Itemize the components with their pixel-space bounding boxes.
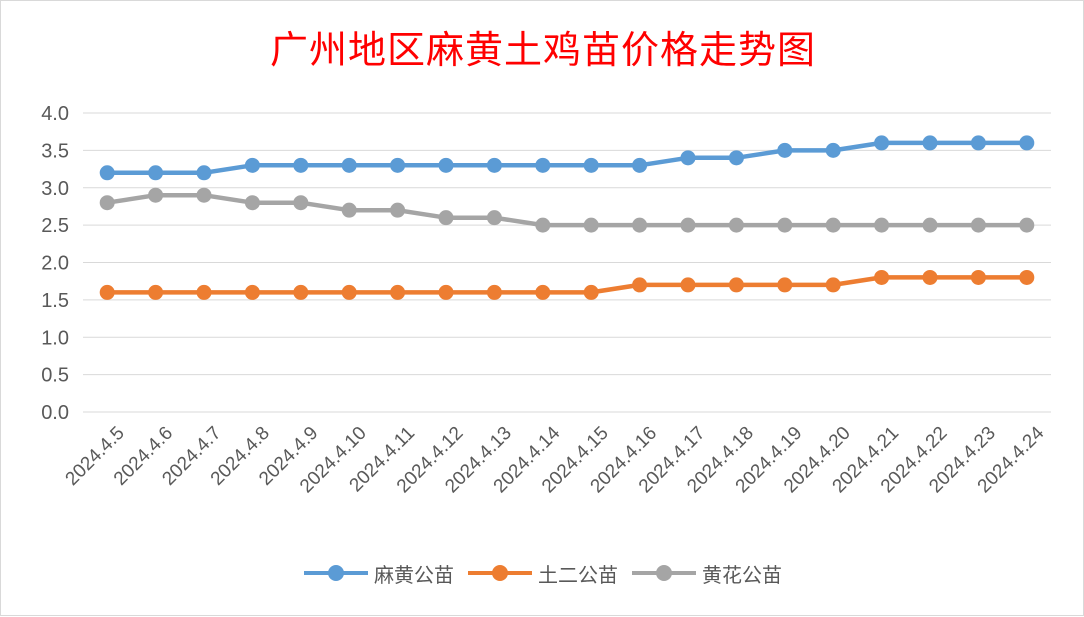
data-point — [390, 202, 406, 218]
y-axis-ticks: 0.0 0.5 1.0 1.5 2.0 2.5 3.0 3.5 4.0 — [41, 103, 69, 424]
y-tick-label: 3.0 — [41, 178, 69, 200]
data-point — [922, 269, 938, 285]
data-point — [728, 277, 744, 293]
y-tick-label: 2.5 — [41, 215, 69, 237]
data-point — [486, 284, 502, 300]
data-point — [99, 284, 115, 300]
legend-item: 土二公苗 — [468, 559, 618, 588]
data-point — [825, 142, 841, 158]
data-point — [341, 157, 357, 173]
data-point — [728, 150, 744, 166]
data-point — [341, 284, 357, 300]
data-point — [148, 165, 164, 181]
y-tick-label: 1.5 — [41, 290, 69, 312]
data-point — [196, 187, 212, 203]
data-point — [244, 195, 260, 211]
y-tick-label: 1.0 — [41, 327, 69, 349]
y-tick-label: 0.5 — [41, 365, 69, 387]
legend-marker — [632, 563, 696, 583]
gridlines — [83, 112, 1051, 413]
data-point — [777, 217, 793, 233]
data-point — [293, 157, 309, 173]
legend-item: 黄花公苗 — [632, 559, 782, 588]
y-tick-label: 4.0 — [41, 103, 69, 125]
series-line-0 — [104, 140, 1030, 176]
data-point — [922, 217, 938, 233]
data-point — [632, 157, 648, 173]
data-point — [874, 217, 890, 233]
x-axis-ticks: 2024.4.52024.4.62024.4.72024.4.82024.4.9… — [62, 422, 1049, 497]
legend-marker — [304, 563, 368, 583]
data-point — [535, 284, 551, 300]
y-tick-label: 0.0 — [41, 402, 69, 424]
data-point — [148, 187, 164, 203]
data-point — [777, 142, 793, 158]
data-point — [728, 217, 744, 233]
series-line-1 — [104, 275, 1030, 295]
data-point — [390, 157, 406, 173]
data-point — [1019, 269, 1035, 285]
series-lines — [99, 135, 1035, 300]
data-point — [438, 210, 454, 226]
data-point — [583, 157, 599, 173]
data-point — [874, 135, 890, 151]
y-tick-label: 2.0 — [41, 253, 69, 275]
data-point — [486, 210, 502, 226]
data-point — [970, 269, 986, 285]
data-point — [196, 284, 212, 300]
data-point — [293, 284, 309, 300]
data-point — [680, 217, 696, 233]
legend-label: 黄花公苗 — [702, 562, 782, 587]
data-point — [293, 195, 309, 211]
data-point — [390, 284, 406, 300]
data-point — [99, 165, 115, 181]
data-point — [341, 202, 357, 218]
legend-label: 麻黄公苗 — [374, 562, 454, 587]
data-point — [535, 217, 551, 233]
legend-marker — [468, 563, 532, 583]
data-point — [438, 157, 454, 173]
legend: 麻黄公苗 土二公苗 黄花公苗 — [1, 557, 1084, 589]
data-point — [244, 284, 260, 300]
data-point — [970, 217, 986, 233]
series-line-2 — [104, 192, 1030, 228]
data-point — [777, 277, 793, 293]
data-point — [1019, 135, 1035, 151]
data-point — [99, 195, 115, 211]
y-tick-label: 3.5 — [41, 140, 69, 162]
data-point — [148, 284, 164, 300]
data-point — [825, 217, 841, 233]
data-point — [922, 135, 938, 151]
data-point — [680, 150, 696, 166]
data-point — [632, 277, 648, 293]
data-point — [583, 284, 599, 300]
data-point — [244, 157, 260, 173]
chart-title: 广州地区麻黄土鸡苗价格走势图 — [269, 28, 816, 72]
data-point — [438, 284, 454, 300]
data-point — [874, 269, 890, 285]
data-point — [486, 157, 502, 173]
data-point — [970, 135, 986, 151]
data-point — [583, 217, 599, 233]
data-point — [632, 217, 648, 233]
legend-item: 麻黄公苗 — [304, 559, 454, 588]
data-point — [680, 277, 696, 293]
data-point — [825, 277, 841, 293]
legend-label: 土二公苗 — [538, 562, 618, 587]
data-point — [196, 165, 212, 181]
data-point — [535, 157, 551, 173]
data-point — [1019, 217, 1035, 233]
